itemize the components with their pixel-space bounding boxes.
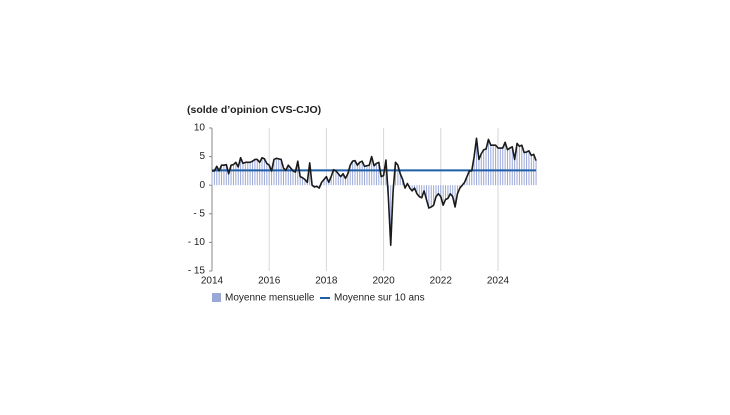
y-tick-label: - 15 [188, 266, 206, 277]
x-tick-label: 2024 [487, 276, 510, 287]
x-tick-label: 2022 [430, 276, 453, 287]
y-axis-label: (solde d’opinion CVS-CJO) [187, 104, 321, 116]
legend-swatch [212, 293, 221, 302]
y-tick-label: 10 [194, 123, 206, 134]
x-tick-label: 2016 [258, 276, 281, 287]
x-tick-label: 2014 [201, 276, 224, 287]
line [212, 137, 537, 247]
y-tick-label: 0 [199, 180, 205, 191]
y-tick-label: - 10 [188, 237, 206, 248]
legend-label: Moyenne sur 10 ans [334, 293, 425, 304]
legend-label: Moyenne mensuelle [225, 293, 315, 304]
x-tick-label: 2018 [315, 276, 338, 287]
y-tick-label: - 5 [193, 208, 205, 219]
x-tick-label: 2020 [372, 276, 395, 287]
y-tick-label: 5 [199, 151, 205, 162]
